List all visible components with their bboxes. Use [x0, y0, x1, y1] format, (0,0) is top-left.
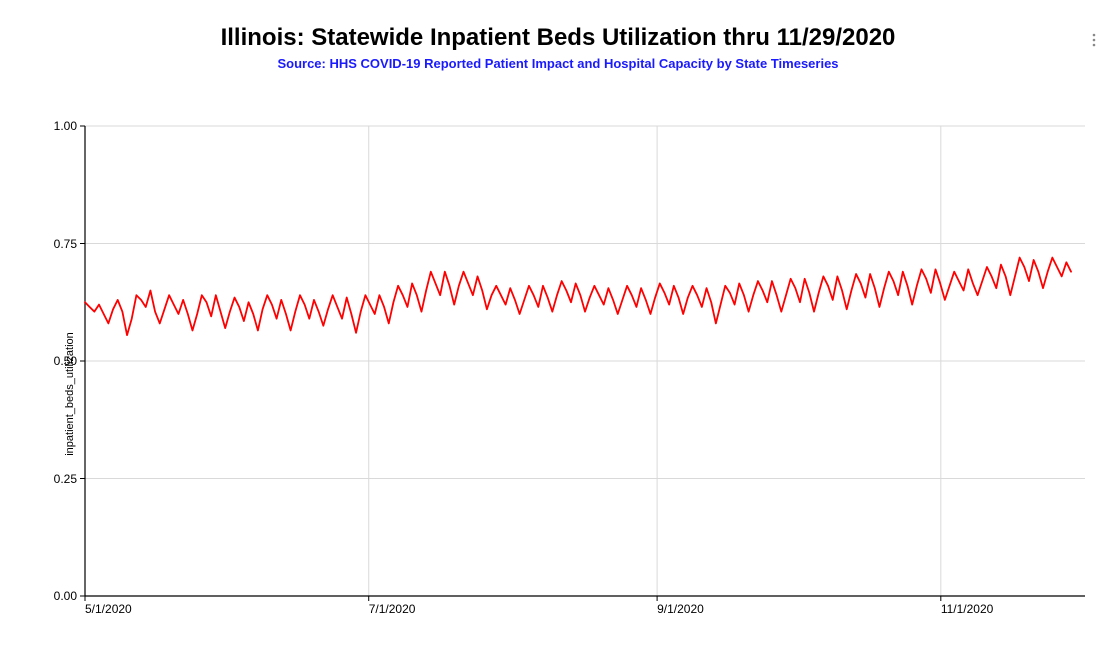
x-tick-label: 5/1/2020: [85, 602, 132, 616]
y-tick-label: 0.00: [45, 589, 77, 603]
line-chart-svg: [85, 126, 1087, 598]
y-tick-label: 0.75: [45, 237, 77, 251]
chart-title: Illinois: Statewide Inpatient Beds Utili…: [0, 24, 1116, 52]
x-tick-label: 7/1/2020: [369, 602, 416, 616]
x-tick-label: 9/1/2020: [657, 602, 704, 616]
y-tick-label: 1.00: [45, 119, 77, 133]
x-tick-label: 11/1/2020: [941, 602, 994, 616]
y-axis-label: inpatient_beds_utilization: [64, 332, 76, 456]
chart-subtitle: Source: HHS COVID-19 Reported Patient Im…: [0, 56, 1116, 71]
y-tick-label: 0.25: [45, 472, 77, 486]
kebab-menu-icon[interactable]: [1086, 32, 1102, 48]
chart-area: inpatient_beds_utilization date 0.000.25…: [0, 114, 1116, 658]
y-tick-label: 0.50: [45, 354, 77, 368]
